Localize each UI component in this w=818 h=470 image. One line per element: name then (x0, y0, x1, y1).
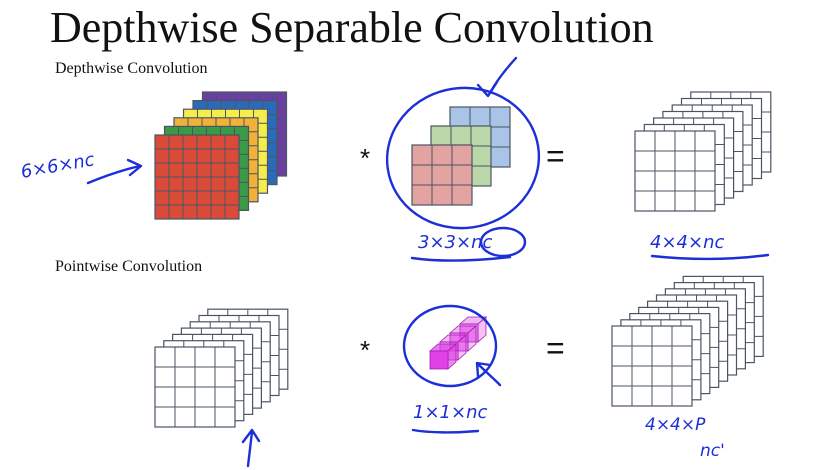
pointwise-filter-1x1 (428, 316, 488, 370)
nc-circle (479, 226, 527, 258)
input-layer-1 (154, 134, 240, 220)
output-label-underline (650, 253, 770, 261)
ink-annotations (86, 56, 770, 468)
arrow-to-cube (476, 362, 502, 387)
depthwise-output-dims-label: 4×4×nc (650, 232, 724, 253)
filter-layer-1 (411, 144, 473, 206)
cube-circle (402, 304, 498, 388)
filter-circle (385, 86, 541, 230)
filter-label-underline (410, 255, 512, 262)
arrow-to-input (86, 164, 142, 185)
depthwise-filter-dims-label: 3×3×nc (418, 232, 492, 253)
multiply-operator-depthwise: * (360, 143, 371, 173)
equals-operator-pointwise: = (546, 330, 565, 366)
input-dims-label: 6×6×nc (19, 149, 96, 183)
pointwise-input-4x4 (154, 308, 289, 428)
pointwise-section-label: Pointwise Convolution (55, 258, 203, 275)
page-title: Depthwise Separable Convolution (50, 3, 654, 52)
pwin-layer-1 (154, 346, 236, 428)
arrow-to-cube-head (475, 361, 492, 378)
pointwise-output-4x4 (611, 275, 764, 407)
pointwise-output-dims-label: 4×4×P (645, 415, 706, 435)
arrow-to-filters-head (476, 80, 499, 98)
depthwise-section-label: Depthwise Convolution (55, 60, 208, 77)
arrow-up-pointwise-head (241, 428, 261, 444)
dwout-layer-1 (634, 130, 716, 212)
cube-unit-3 (448, 325, 478, 352)
arrow-up-pointwise (246, 430, 254, 468)
cube-label-underline (411, 428, 480, 434)
pwout-layer-1 (611, 325, 693, 407)
cube-unit-1 (428, 343, 458, 370)
arrow-to-input-head (126, 158, 143, 177)
pointwise-filter-dims-label: 1×1×nc (413, 402, 487, 423)
depthwise-filters-3x3 (411, 106, 511, 206)
equals-operator-depthwise: = (546, 138, 565, 174)
pointwise-output-note: nc' (700, 441, 725, 461)
depthwise-output-4x4 (634, 91, 772, 212)
input-volume-6x6 (154, 91, 288, 220)
multiply-operator-pointwise: * (360, 335, 371, 365)
